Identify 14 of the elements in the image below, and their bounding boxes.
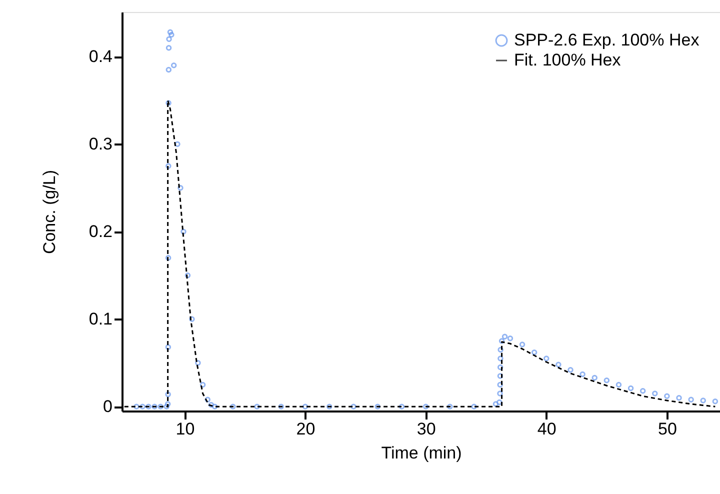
x-tick-label: 40 — [537, 420, 556, 438]
x-tick-label: 30 — [416, 420, 436, 438]
y-axis-title: Conc. (g/L) — [40, 170, 59, 254]
x-tick-label: 20 — [296, 420, 316, 438]
x-tick-label: 50 — [658, 420, 677, 438]
y-tick-label: 0 — [103, 397, 112, 416]
y-tick-label: 0.4 — [88, 47, 112, 66]
x-axis-title: Time (min) — [381, 444, 462, 462]
x-tick-label: 10 — [176, 420, 195, 438]
y-tick-label: 0.2 — [88, 222, 112, 242]
y-tick-label: 0.1 — [88, 310, 112, 329]
legend-label: Fit. 100% Hex — [514, 50, 622, 70]
legend-label: SPP-2.6 Exp. 100% Hex — [514, 30, 700, 50]
y-tick-label: 0.3 — [88, 134, 112, 154]
